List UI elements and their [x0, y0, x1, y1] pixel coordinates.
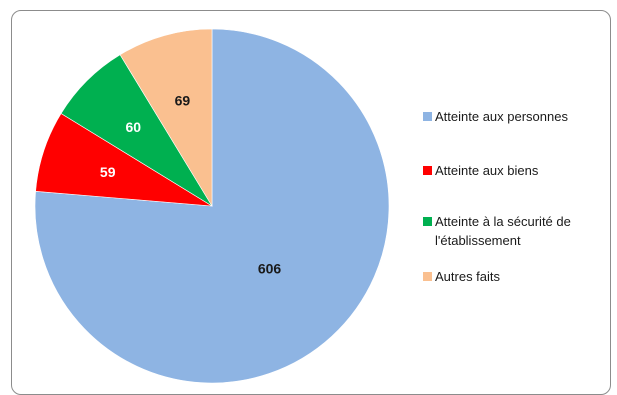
legend-swatch	[423, 272, 432, 281]
legend-label: Atteinte à la sécurité de l'établissemen…	[435, 214, 571, 248]
data-label: 59	[100, 164, 116, 180]
legend-item-autres: Autres faits	[423, 267, 615, 286]
data-label: 69	[175, 92, 191, 108]
legend-label: Atteinte aux personnes	[435, 109, 568, 124]
pie-slices	[34, 28, 390, 384]
data-label: 60	[126, 119, 142, 135]
data-label: 606	[258, 261, 282, 277]
legend-item-securite: Atteinte à la sécurité de l'établissemen…	[423, 212, 615, 250]
legend-swatch	[423, 217, 432, 226]
legend-label: Autres faits	[435, 269, 501, 284]
legend-swatch	[423, 166, 432, 175]
legend-label: Atteinte aux biens	[435, 163, 539, 178]
legend-item-biens: Atteinte aux biens	[423, 161, 615, 180]
slice-autres	[119, 28, 213, 208]
legend-swatch	[423, 112, 432, 121]
data-labels: 606 59 60 69	[100, 92, 281, 276]
legend-item-personnes: Atteinte aux personnes	[423, 107, 615, 126]
